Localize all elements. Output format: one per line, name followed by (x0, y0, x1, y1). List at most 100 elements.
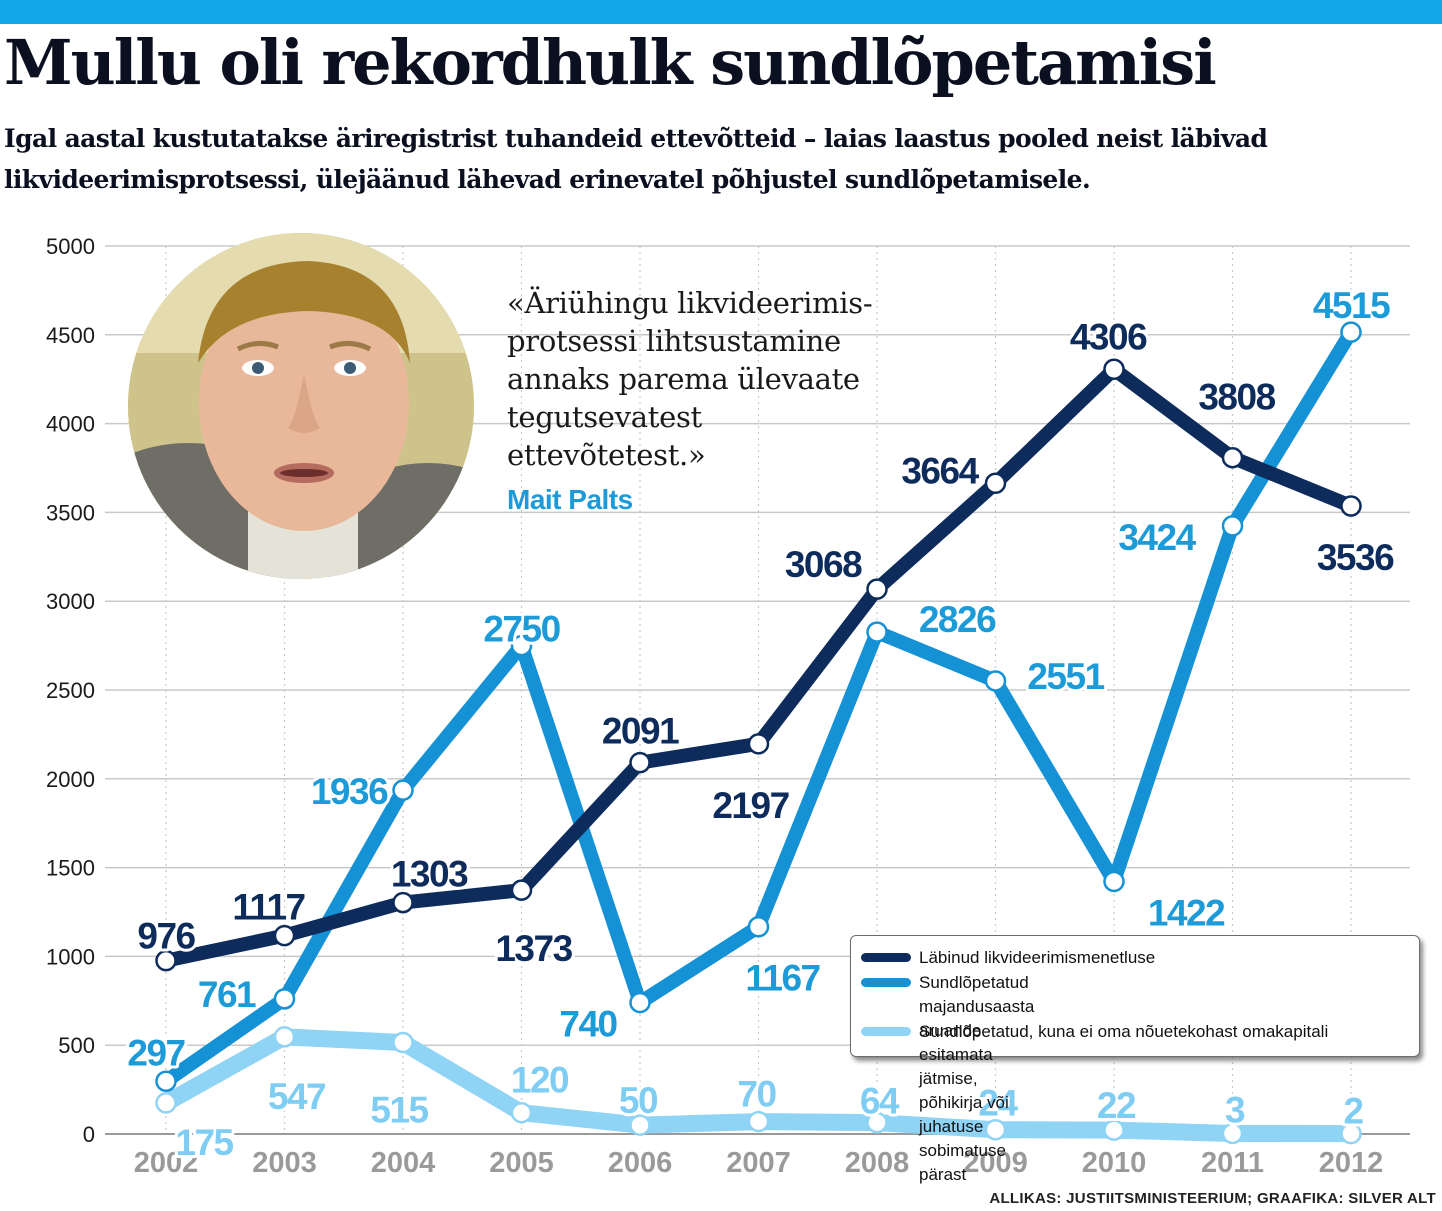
data-label: 3536 (1317, 537, 1394, 578)
top-accent-bar (0, 0, 1442, 24)
data-point (866, 1111, 888, 1134)
data-point (1103, 1119, 1125, 1141)
data-label: 22 (1097, 1085, 1136, 1126)
data-label: 70 (737, 1074, 776, 1115)
data-label: 2091 (602, 711, 679, 752)
x-tick-label: 2012 (1319, 1147, 1384, 1179)
data-point (273, 1026, 296, 1048)
y-tick-label: 3000 (46, 589, 95, 614)
chart-subtitle: Igal aastal kustutatakse äriregistrist t… (4, 124, 1268, 194)
data-point (866, 621, 888, 643)
data-point (155, 1070, 177, 1093)
x-tick-label: 2003 (252, 1147, 317, 1179)
quote-text: «Äriühingu likvideerimis- protsessi liht… (507, 286, 873, 472)
data-point (392, 779, 414, 801)
y-tick-label: 2000 (46, 767, 95, 792)
data-point (984, 670, 1007, 692)
data-label: 297 (127, 1032, 184, 1073)
data-label: 3664 (901, 450, 979, 491)
x-tick-label: 2009 (963, 1147, 1028, 1179)
x-tick-label: 2007 (726, 1147, 791, 1179)
data-point (273, 924, 296, 947)
portrait-photo (128, 233, 474, 579)
x-tick-label: 2011 (1201, 1147, 1264, 1179)
chart-title: Mullu oli rekordhulk sundlõpetamisi (4, 26, 1217, 99)
x-tick-label: 2004 (371, 1147, 436, 1179)
legend-label-forced-capital: Sundlõpetatud, kuna ei oma nõuetekohast … (919, 1022, 1329, 1041)
data-point (273, 988, 296, 1010)
data-label: 2551 (1027, 656, 1104, 697)
data-point (1221, 515, 1244, 537)
data-label: 761 (198, 974, 256, 1015)
data-point (510, 634, 533, 657)
x-tick-label: 2008 (845, 1147, 910, 1179)
x-tick-label: 2006 (608, 1147, 673, 1179)
data-point (629, 1114, 651, 1136)
data-label: 2750 (483, 609, 560, 650)
data-label: 2826 (919, 599, 996, 640)
portrait-illustration (128, 233, 474, 579)
source-credit: ALLIKAS: JUSTIITSMINISTEERIUM; GRAAFIKA:… (989, 1190, 1436, 1207)
data-point (392, 1031, 414, 1054)
data-label: 175 (175, 1122, 233, 1163)
data-label: 1117 (232, 887, 304, 928)
data-label: 976 (137, 916, 195, 957)
y-tick-label: 1000 (46, 944, 95, 969)
data-label: 3424 (1118, 517, 1196, 558)
legend-swatch-liquidation (861, 953, 911, 962)
data-label: 1936 (311, 771, 388, 812)
data-point (1221, 446, 1244, 469)
data-label: 4515 (1313, 285, 1390, 326)
axis-layer: 0 500 1000 1500 2000 2500 3000 3500 4000 4500 5000… (46, 234, 1383, 1179)
legend-swatch-forced-report (861, 978, 911, 987)
data-label: 515 (370, 1090, 428, 1131)
legend-swatch-forced-capital (861, 1027, 911, 1036)
data-label: 1167 (745, 958, 819, 999)
data-label: 2 (1343, 1091, 1363, 1132)
y-tick-label: 3500 (46, 500, 95, 525)
y-tick-label: 5000 (46, 234, 95, 259)
y-tick-label: 4500 (46, 323, 95, 348)
y-tick-label: 500 (58, 1033, 95, 1058)
x-tick-label: 2002 (134, 1147, 199, 1179)
data-point (510, 1101, 533, 1124)
data-point (1103, 358, 1125, 381)
quote-author: Mait Palts (507, 484, 633, 515)
label-layer: 976 1117 1303 1373 2091 2197 3068 3664 4306 3808 3… (124, 282, 1398, 1166)
data-label: 1373 (495, 928, 572, 969)
data-point (629, 751, 651, 774)
data-label: 64 (860, 1081, 900, 1122)
data-label: 24 (978, 1083, 1018, 1124)
y-tick-label: 0 (83, 1122, 95, 1147)
data-point (392, 891, 414, 914)
x-tick-label: 2010 (1082, 1147, 1147, 1179)
data-point (155, 949, 177, 972)
y-tick-label: 1500 (46, 856, 95, 881)
data-label: 3068 (785, 544, 862, 585)
data-label: 740 (559, 1004, 617, 1045)
series-layer (155, 321, 1362, 1145)
data-point (747, 915, 770, 938)
data-point (1340, 495, 1362, 517)
data-label: 4306 (1070, 316, 1147, 357)
data-point (984, 472, 1007, 495)
data-label: 547 (268, 1076, 325, 1117)
data-label: 120 (511, 1060, 569, 1101)
data-point (155, 1092, 177, 1114)
chart-legend: Läbinud likvideerimismenetluse Sundlõpet… (850, 935, 1420, 1184)
data-label: 1303 (391, 854, 468, 895)
data-point (1221, 1122, 1244, 1145)
data-point (1340, 1122, 1362, 1145)
data-point (866, 578, 888, 600)
data-point (510, 879, 533, 901)
data-point (747, 733, 770, 755)
x-tick-label: 2005 (489, 1147, 554, 1179)
y-tick-label: 2500 (46, 678, 95, 703)
data-label: 3808 (1198, 377, 1275, 418)
legend-label-liquidation: Läbinud likvideerimismenetluse (919, 948, 1156, 967)
data-point (1340, 321, 1362, 343)
data-label: 1422 (1148, 892, 1225, 933)
data-label: 3 (1225, 1089, 1245, 1130)
data-point (747, 1110, 770, 1133)
